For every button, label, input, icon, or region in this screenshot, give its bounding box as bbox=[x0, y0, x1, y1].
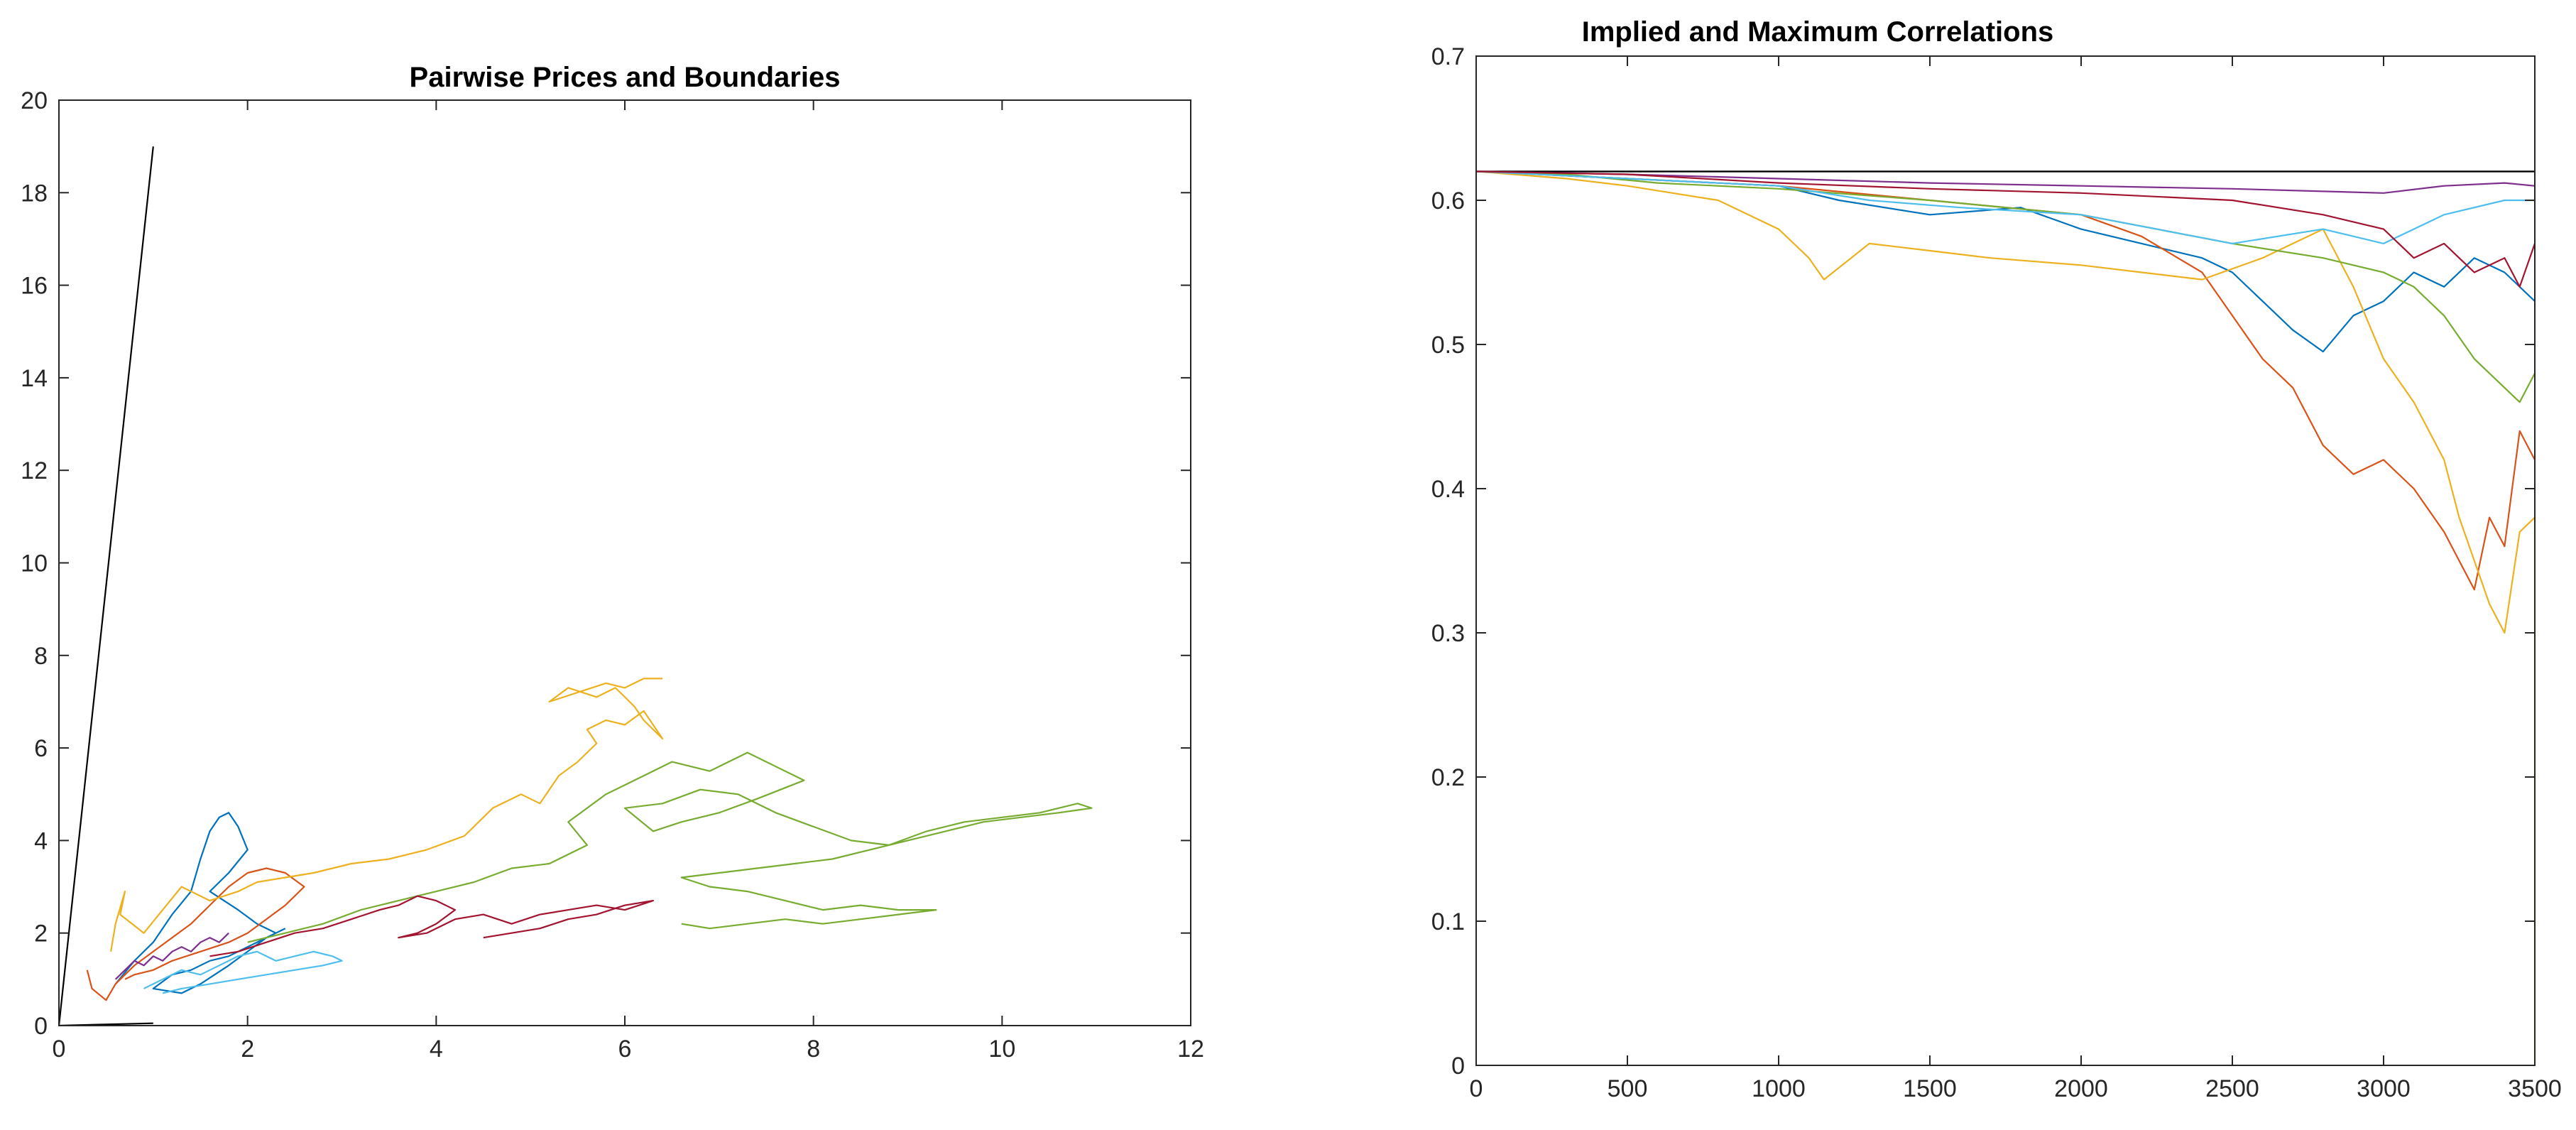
chart-right-series-4 bbox=[1476, 170, 2535, 403]
chart-left-xtick-label-6: 12 bbox=[1177, 1036, 1204, 1063]
chart-right-title: Implied and Maximum Correlations bbox=[1582, 16, 2054, 48]
chart-left-ytick-label-5: 10 bbox=[21, 550, 48, 577]
chart-left-series-6 bbox=[209, 895, 655, 957]
chart-left-plot-area bbox=[59, 146, 1093, 1026]
chart-right-ytick-label-4: 0.4 bbox=[1431, 476, 1465, 503]
chart-left-xtick-label-2: 4 bbox=[430, 1036, 443, 1063]
chart-left-xtick-label-4: 8 bbox=[807, 1036, 820, 1063]
chart-left-ytick-label-4: 8 bbox=[34, 643, 48, 670]
chart-right-ytick-label-2: 0.2 bbox=[1431, 764, 1465, 791]
chart-left-ytick-label-9: 18 bbox=[21, 180, 48, 207]
chart-right-series-2 bbox=[1476, 170, 2535, 1065]
chart-right-ytick-label-3: 0.3 bbox=[1431, 620, 1465, 647]
chart-right: Implied and Maximum Correlations 0 500 100… bbox=[1431, 16, 2562, 1102]
chart-right-xtick-label-3: 1500 bbox=[1903, 1075, 1957, 1102]
chart-right-xtick-label-0: 0 bbox=[1470, 1075, 1483, 1102]
chart-right-series-3 bbox=[1476, 170, 2535, 194]
chart-right-ticks: 0 500 1000 1500 2000 2500 3000 3500 0 0.1 0.2 0.3 0.… bbox=[1431, 43, 2562, 1102]
chart-left-title: Pairwise Prices and Boundaries bbox=[410, 62, 841, 93]
chart-left-series-4 bbox=[247, 751, 1093, 943]
chart-right-ytick-label-1: 0.1 bbox=[1431, 908, 1465, 935]
chart-left-series-5 bbox=[143, 950, 343, 994]
chart-left-xtick-label-0: 0 bbox=[53, 1036, 66, 1063]
chart-left-series-0 bbox=[114, 812, 286, 994]
chart-right-plot-area bbox=[1476, 170, 2535, 1065]
chart-left-ytick-label-2: 4 bbox=[34, 827, 48, 854]
chart-left-ytick-label-10: 20 bbox=[21, 87, 48, 114]
chart-left-ytick-label-1: 2 bbox=[34, 920, 48, 947]
chart-left-ytick-label-8: 16 bbox=[21, 273, 48, 300]
chart-right-ytick-label-5: 0.5 bbox=[1431, 332, 1465, 359]
chart-left-xtick-label-5: 10 bbox=[988, 1036, 1015, 1063]
chart-right-xtick-label-7: 3500 bbox=[2508, 1075, 2562, 1102]
chart-left-ytick-label-3: 6 bbox=[34, 735, 48, 762]
chart-left-series-1 bbox=[86, 867, 305, 1001]
chart-right-xtick-label-4: 2000 bbox=[2054, 1075, 2108, 1102]
chart-right-ytick-label-0: 0 bbox=[1451, 1053, 1465, 1080]
chart-left-ytick-label-6: 12 bbox=[21, 457, 48, 484]
chart-right-series-6 bbox=[1476, 170, 2535, 288]
chart-right-ytick-label-7: 0.7 bbox=[1431, 43, 1465, 70]
chart-right-xtick-label-1: 500 bbox=[1608, 1075, 1648, 1102]
chart-right-series-5 bbox=[1476, 170, 2535, 244]
chart-right-series-1 bbox=[1476, 170, 2535, 591]
chart-left-series-3 bbox=[114, 932, 229, 980]
chart-right-axes-box bbox=[1475, 55, 2536, 1066]
chart-left-boundary-0 bbox=[59, 146, 154, 1026]
chart-left-ytick-label-0: 0 bbox=[34, 1013, 48, 1040]
chart-left-ytick-label-7: 14 bbox=[21, 365, 48, 392]
chart-right-series-0 bbox=[1476, 170, 2535, 353]
chart-left-ticks: 0 2 4 6 8 10 12 0 2 4 6 8 10 12 14 16 18 20 bbox=[21, 87, 1204, 1063]
chart-left-xtick-label-1: 2 bbox=[241, 1036, 254, 1063]
chart-left: Pairwise Prices and Boundaries 0 2 4 6 8 10 12… bbox=[21, 62, 1204, 1063]
chart-right-xtick-label-5: 2500 bbox=[2205, 1075, 2259, 1102]
chart-right-xtick-label-2: 1000 bbox=[1752, 1075, 1806, 1102]
chart-left-xtick-label-3: 6 bbox=[618, 1036, 632, 1063]
chart-left-series-2 bbox=[110, 678, 664, 952]
chart-right-xtick-label-6: 3000 bbox=[2357, 1075, 2411, 1102]
chart-right-ytick-label-6: 0.6 bbox=[1431, 188, 1465, 214]
